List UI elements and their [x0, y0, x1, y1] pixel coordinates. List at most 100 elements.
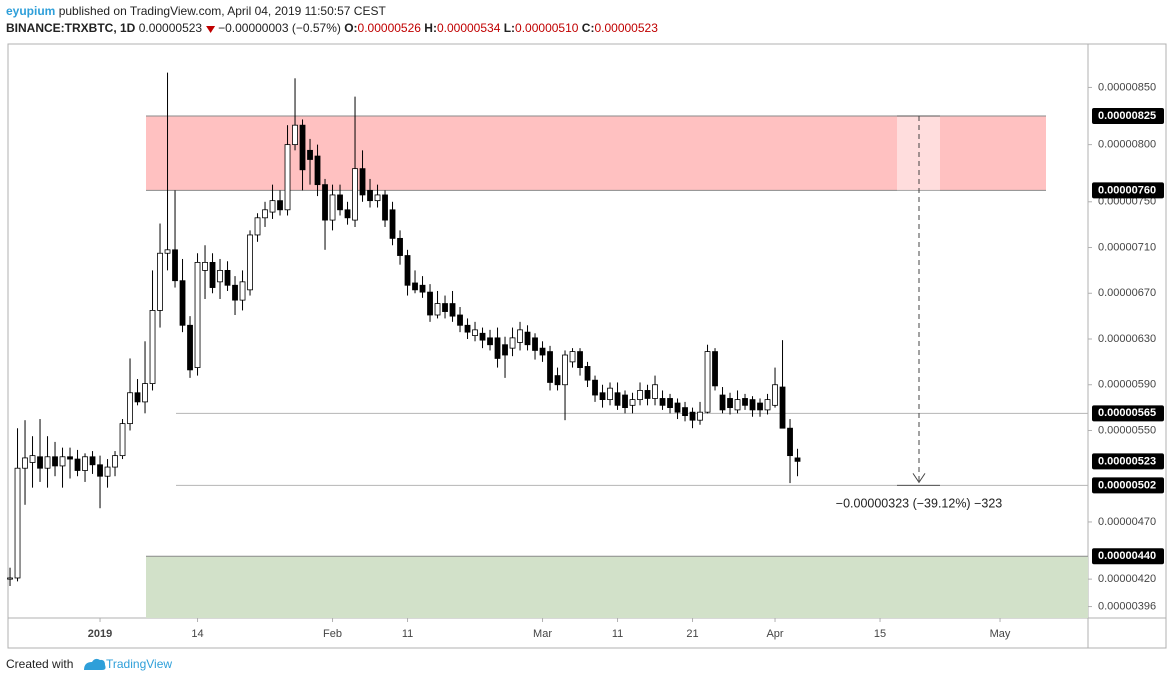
candle-body [374, 194, 381, 202]
candle-body [764, 399, 771, 411]
candle-body [599, 392, 606, 401]
candle-body [254, 217, 261, 236]
candle-body [157, 252, 163, 311]
candle-body [412, 282, 418, 291]
y-tick-label: 0.00000550 [1098, 424, 1156, 436]
candle-body [592, 379, 598, 396]
candle-body [757, 402, 763, 411]
price-label: 0.00000760 [1098, 184, 1156, 196]
candle-body [179, 280, 186, 326]
candle-body [449, 303, 456, 317]
candle-body [22, 457, 28, 469]
candle-body [517, 329, 523, 343]
price-label-box [1092, 453, 1164, 470]
candle-body [427, 291, 433, 316]
l-label: L: [504, 21, 515, 35]
candle-body [667, 398, 673, 409]
price-label-box [1092, 477, 1164, 494]
candle-body [479, 332, 486, 341]
candle-body [134, 392, 141, 403]
candle-body [322, 184, 328, 221]
frame [7, 43, 1167, 649]
price-label-box [1092, 548, 1164, 565]
candle-body [209, 261, 216, 288]
c-value: 0.00000523 [594, 21, 658, 35]
candle-body [299, 124, 306, 171]
candle-body [187, 324, 193, 371]
candle-body [29, 455, 36, 463]
candle-body [389, 209, 396, 239]
candle-body [292, 124, 298, 146]
candle-body [239, 281, 246, 301]
published: published on TradingView.com, April 04, … [59, 4, 387, 18]
logo [84, 658, 106, 670]
y-tick-label: 0.00000590 [1098, 379, 1156, 391]
candle-body [644, 390, 651, 399]
candle-body [307, 149, 313, 160]
x-tick-label: Mar [533, 628, 552, 640]
arrow-head [912, 473, 926, 484]
candle-body [674, 402, 681, 413]
footer-created: Created with [6, 657, 73, 671]
candle-body [269, 200, 276, 213]
y-tick-label: 0.00000710 [1098, 241, 1156, 253]
y-tick-label: 0.00000850 [1098, 81, 1156, 93]
candle-body [119, 423, 126, 457]
candle-body [44, 456, 51, 469]
candle-body [367, 189, 373, 202]
candle-body [749, 399, 756, 411]
candle-body [494, 337, 501, 359]
candle-body [442, 303, 448, 312]
price-label: 0.00000565 [1098, 407, 1156, 419]
candle-body [397, 237, 403, 256]
candle-body [772, 384, 778, 406]
candle-body [142, 383, 148, 403]
zone [146, 556, 1088, 618]
header-line: eyupium published on TradingView.com, Ap… [6, 4, 386, 18]
candle-body [502, 344, 508, 356]
x-tick-label: Apr [766, 628, 783, 640]
price-label-box [1092, 405, 1164, 422]
candle-body [217, 269, 223, 283]
x-tick-label: 2019 [88, 628, 112, 640]
candle-body [629, 399, 636, 406]
down-arrow [206, 26, 216, 33]
candle-body [569, 351, 576, 363]
c-label: C: [582, 21, 595, 35]
candle-body [719, 394, 726, 411]
candle-body [622, 394, 628, 409]
candle-body [727, 398, 733, 409]
price-label-box [1092, 182, 1164, 199]
candle-body [682, 407, 688, 417]
candle-body [659, 398, 666, 406]
candle-body [779, 386, 786, 429]
x-tick-label: 21 [686, 628, 698, 640]
candle-body [7, 577, 13, 580]
candle-body [37, 456, 43, 469]
candle-body [112, 455, 118, 468]
y-tick-label: 0.00000800 [1098, 139, 1156, 151]
candle-body [382, 194, 388, 221]
candle-body [194, 261, 201, 368]
x-tick-label: 11 [612, 628, 623, 640]
candle-body [329, 194, 336, 221]
candle-body [149, 310, 156, 384]
candle-body [67, 456, 73, 460]
symbol-line: BINANCE:TRXBTC, 1D 0.00000523 −0.00000003… [6, 21, 658, 35]
candle-body [337, 194, 343, 211]
candle-body [487, 337, 493, 346]
candle-body [277, 200, 283, 211]
y-tick-label: 0.00000670 [1098, 287, 1156, 299]
price: 0.00000523 [139, 21, 203, 35]
candle-body [562, 354, 568, 386]
candle-body [457, 314, 463, 326]
price-label: 0.00000502 [1098, 479, 1156, 491]
o-value: 0.00000526 [358, 21, 422, 35]
price-label: 0.00000440 [1098, 550, 1156, 562]
x-tick-label: 11 [402, 628, 413, 640]
candle-body [172, 249, 178, 282]
candle-body [314, 155, 321, 186]
candle-body [689, 411, 696, 421]
candle-body [52, 456, 58, 467]
